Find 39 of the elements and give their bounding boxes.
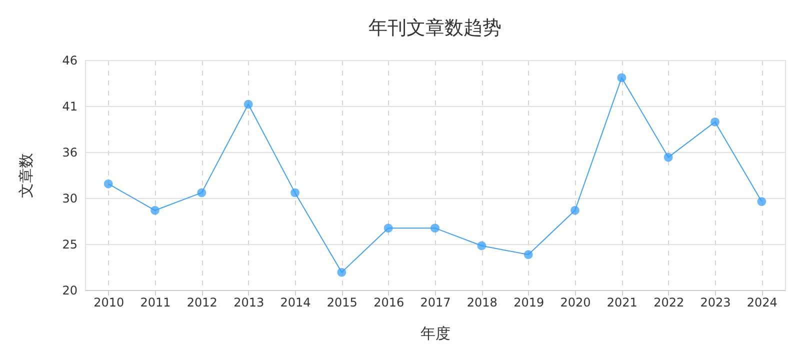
point xyxy=(337,268,346,277)
point xyxy=(570,206,580,215)
point xyxy=(104,179,113,188)
y-tick-label: 46 xyxy=(62,54,78,68)
x-tick-label: 2010 xyxy=(94,296,124,310)
x-tick-label: 2011 xyxy=(140,296,171,310)
x-tick-label: 2014 xyxy=(280,296,311,310)
chart-title: 年刊文章数趋势 xyxy=(368,17,502,39)
x-axis-title: 年度 xyxy=(420,324,450,342)
point xyxy=(197,188,206,198)
x-tick-label: 2023 xyxy=(700,296,731,310)
x-tick-label: 2021 xyxy=(606,296,638,310)
point xyxy=(617,73,626,82)
y-tick-label: 20 xyxy=(62,284,78,298)
point xyxy=(430,224,440,233)
y-tick-label: 25 xyxy=(62,238,78,252)
y-axis-title: 文章数 xyxy=(17,153,36,198)
y-tick-label: 36 xyxy=(62,146,78,160)
point xyxy=(664,152,673,162)
point xyxy=(710,117,720,126)
point xyxy=(384,224,393,233)
point xyxy=(290,188,300,198)
x-tick-label: 2012 xyxy=(186,296,218,310)
x-tick-label: 2024 xyxy=(746,296,778,310)
x-tick-label: 2013 xyxy=(234,296,264,310)
point xyxy=(244,100,253,109)
y-tick-label: 30 xyxy=(62,192,78,206)
x-tick-label: 2018 xyxy=(466,296,498,310)
point xyxy=(757,197,766,206)
point xyxy=(524,250,533,260)
x-tick-label: 2015 xyxy=(326,296,358,310)
x-tick-label: 2020 xyxy=(560,296,591,310)
x-tick-label: 2016 xyxy=(374,296,404,310)
point xyxy=(150,206,160,215)
x-tick-label: 2022 xyxy=(654,296,684,310)
x-tick-label: 2017 xyxy=(420,296,451,310)
x-tick-label: 2019 xyxy=(514,296,544,310)
y-tick-label: 41 xyxy=(62,100,78,114)
point xyxy=(477,241,486,250)
